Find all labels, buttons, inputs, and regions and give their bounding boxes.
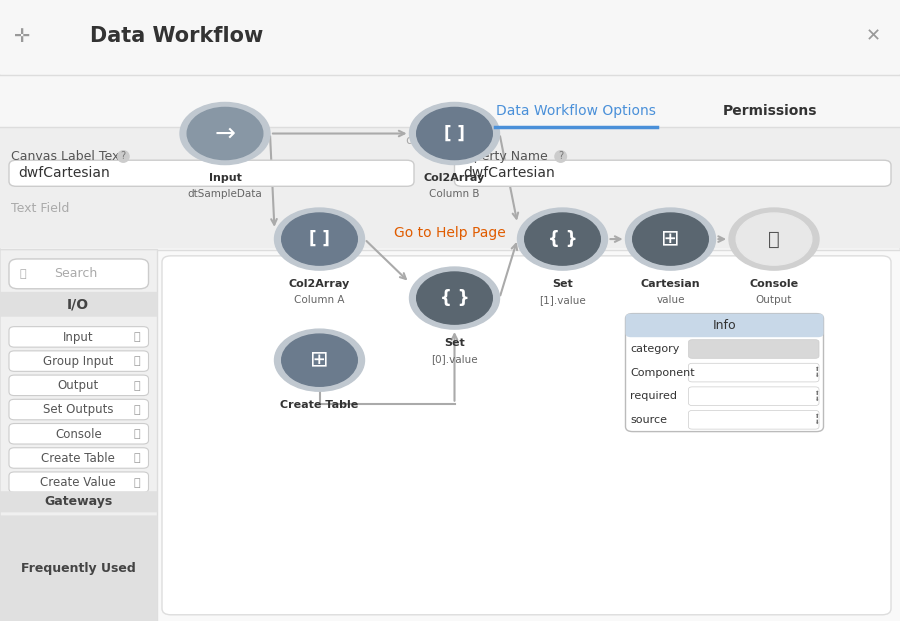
Text: ✛: ✛ (14, 27, 31, 45)
FancyBboxPatch shape (0, 250, 158, 621)
Text: Input: Input (209, 173, 241, 183)
FancyBboxPatch shape (9, 351, 148, 371)
FancyBboxPatch shape (0, 491, 158, 512)
Text: I/O: I/O (68, 297, 89, 311)
Text: ✕: ✕ (866, 27, 880, 45)
Text: Data Workflow: Data Workflow (90, 26, 263, 46)
Text: Frequently Used: Frequently Used (21, 562, 136, 574)
Text: required: required (630, 391, 677, 401)
FancyBboxPatch shape (9, 472, 148, 492)
Circle shape (518, 208, 608, 270)
Circle shape (282, 213, 357, 265)
FancyBboxPatch shape (162, 256, 891, 615)
Text: [0].value: [0].value (431, 354, 478, 364)
FancyBboxPatch shape (9, 399, 148, 420)
Text: Set Outputs: Set Outputs (43, 404, 113, 416)
Text: Create Value: Create Value (40, 476, 116, 489)
Text: Col2Array: Col2Array (424, 173, 485, 183)
Text: dtSampleData: dtSampleData (187, 189, 263, 199)
FancyBboxPatch shape (0, 127, 900, 248)
Text: ⓘ: ⓘ (133, 332, 140, 342)
Text: dtSampleData: dtSampleData (405, 135, 495, 147)
Text: ?: ? (558, 152, 563, 161)
Text: 🔍: 🔍 (768, 230, 780, 248)
Text: ⬆
⬇: ⬆ ⬇ (814, 391, 819, 402)
Circle shape (633, 213, 708, 265)
Text: dwfCartesian: dwfCartesian (464, 166, 555, 180)
Text: ⊞: ⊞ (662, 229, 680, 249)
Text: value: value (656, 295, 685, 305)
Circle shape (626, 208, 716, 270)
FancyBboxPatch shape (688, 410, 819, 429)
Text: source: source (630, 415, 667, 425)
Text: 🔍: 🔍 (20, 269, 26, 279)
Text: [ ]: [ ] (444, 125, 465, 142)
FancyBboxPatch shape (0, 515, 158, 621)
Circle shape (729, 208, 819, 270)
FancyBboxPatch shape (9, 327, 148, 347)
Text: Property Name: Property Name (454, 150, 548, 163)
Text: Create Table: Create Table (41, 452, 115, 465)
Circle shape (180, 102, 270, 165)
Text: ⬆
⬇: ⬆ ⬇ (814, 367, 819, 378)
Text: category: category (630, 344, 680, 354)
Text: [ ]: [ ] (309, 230, 330, 248)
Text: Column B: Column B (429, 189, 480, 199)
Text: Create Table: Create Table (281, 400, 358, 410)
Text: ⓘ: ⓘ (133, 356, 140, 366)
Text: ⓘ: ⓘ (133, 405, 140, 415)
FancyBboxPatch shape (688, 363, 819, 382)
Circle shape (736, 213, 812, 265)
Text: Col2Array: Col2Array (289, 279, 350, 289)
Text: Output: Output (756, 295, 792, 305)
FancyBboxPatch shape (9, 375, 148, 396)
Circle shape (274, 329, 364, 391)
Text: ⬆
⬇: ⬆ ⬇ (814, 414, 819, 425)
Text: Set: Set (444, 338, 465, 348)
FancyBboxPatch shape (9, 424, 148, 444)
Circle shape (417, 107, 492, 160)
Text: →: → (214, 122, 236, 145)
Text: Info: Info (713, 319, 736, 332)
FancyBboxPatch shape (626, 314, 824, 432)
Text: Set: Set (552, 279, 573, 289)
Text: ⓘ: ⓘ (133, 453, 140, 463)
Text: Console: Console (750, 279, 798, 289)
Circle shape (417, 272, 492, 324)
FancyBboxPatch shape (9, 448, 148, 468)
Text: Go to Help Page: Go to Help Page (394, 227, 506, 240)
Circle shape (282, 334, 357, 386)
Text: ⓘ: ⓘ (133, 381, 140, 391)
FancyBboxPatch shape (454, 160, 891, 186)
Text: Data Workflow Options: Data Workflow Options (496, 104, 656, 117)
Circle shape (525, 213, 600, 265)
Text: Group Input: Group Input (43, 355, 113, 368)
Text: { }: { } (548, 230, 577, 248)
FancyBboxPatch shape (688, 340, 819, 358)
FancyBboxPatch shape (0, 75, 900, 137)
FancyBboxPatch shape (9, 259, 148, 289)
Text: ⊞: ⊞ (310, 350, 328, 370)
Circle shape (410, 267, 500, 329)
Text: Cartesian: Cartesian (641, 279, 700, 289)
Text: Console: Console (55, 428, 102, 440)
Text: Component: Component (630, 368, 695, 378)
Text: ⓘ: ⓘ (133, 429, 140, 439)
Circle shape (410, 102, 500, 165)
FancyBboxPatch shape (0, 0, 900, 75)
Circle shape (187, 107, 263, 160)
Text: { }: { } (440, 289, 469, 307)
FancyBboxPatch shape (0, 250, 900, 621)
Text: ?: ? (121, 152, 126, 161)
Text: dwfCartesian: dwfCartesian (18, 166, 110, 180)
FancyBboxPatch shape (9, 160, 414, 186)
Text: Permissions: Permissions (722, 104, 817, 117)
FancyBboxPatch shape (688, 387, 819, 406)
Text: ⓘ: ⓘ (133, 478, 140, 487)
Text: Input: Input (63, 331, 94, 343)
Text: Output: Output (58, 379, 99, 392)
Text: Canvas Label Text: Canvas Label Text (11, 150, 124, 163)
Text: Gateways: Gateways (44, 496, 112, 508)
Text: Text Field: Text Field (11, 202, 69, 214)
